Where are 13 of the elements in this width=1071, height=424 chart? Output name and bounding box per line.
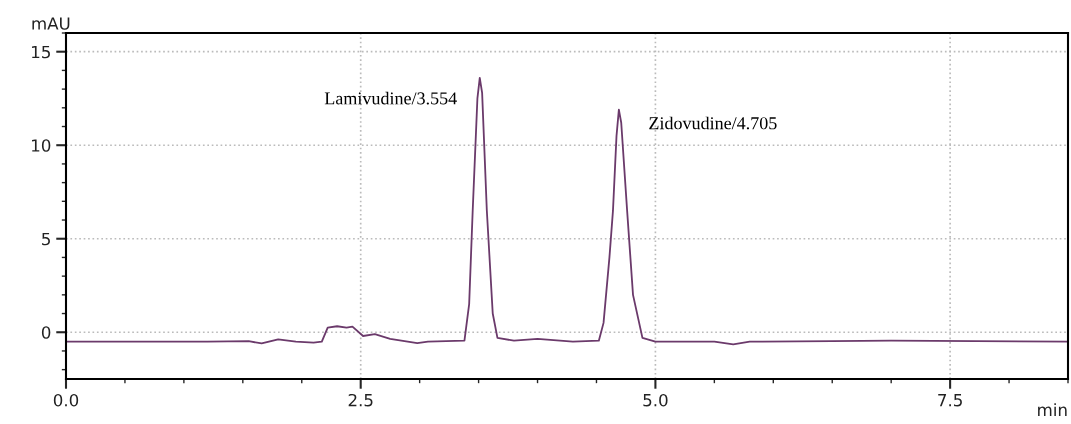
x-tick-label: 7.5 (938, 394, 962, 407)
x-tick-label: 0.0 (53, 393, 79, 407)
line-series (66, 76, 1068, 346)
x-tick-label: 5.0 (643, 393, 668, 407)
y-axis-title: mAU (32, 17, 70, 30)
annotation: Zidovudine/4.705 (649, 116, 777, 130)
x-axis-title: min (1038, 403, 1067, 416)
y-tick-label: 10 (32, 139, 51, 152)
y-tick-label: 15 (32, 45, 50, 59)
annotation: Lamivudine/3.554 (324, 91, 457, 105)
y-tick-label: 0 (41, 326, 51, 339)
x-tick-label: 2.5 (348, 393, 373, 407)
y-tick-label: 5 (42, 232, 50, 246)
